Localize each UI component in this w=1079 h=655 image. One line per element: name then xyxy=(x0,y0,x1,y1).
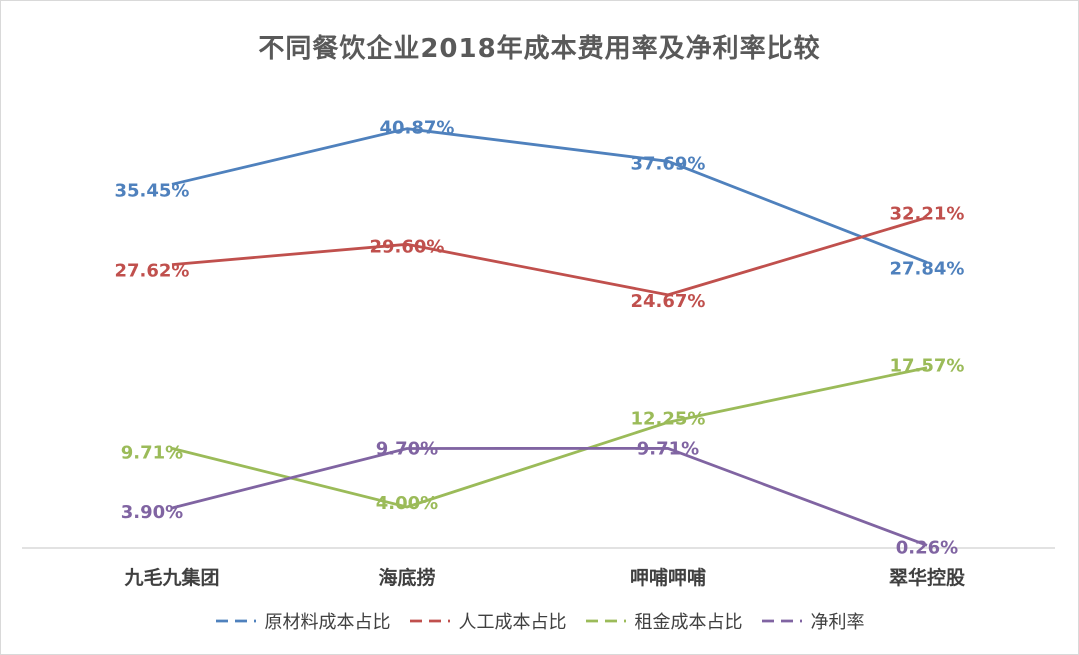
data-label: 32.21% xyxy=(890,204,965,225)
data-label: 12.25% xyxy=(631,408,706,429)
data-label: 37.69% xyxy=(631,153,706,174)
series-line xyxy=(171,216,928,297)
data-label: 29.60% xyxy=(370,236,445,257)
legend-swatch xyxy=(761,619,802,623)
legend-label: 净利率 xyxy=(810,612,865,633)
legend-label: 原材料成本占比 xyxy=(264,612,391,633)
series-line xyxy=(171,366,928,509)
legend-item: 原材料成本占比 xyxy=(215,608,391,634)
data-label: 35.45% xyxy=(115,180,190,201)
data-label: 9.70% xyxy=(376,438,438,459)
data-label: 24.67% xyxy=(631,291,706,312)
data-label: 27.62% xyxy=(115,261,190,282)
x-tick-label: 九毛九集团 xyxy=(123,566,219,589)
x-tick-label: 呷哺呷哺 xyxy=(630,566,706,589)
legend-swatch xyxy=(585,619,626,623)
x-tick-label: 海底捞 xyxy=(378,566,435,589)
data-label: 0.26% xyxy=(896,537,958,558)
chart-title: 不同餐饮企业2018年成本费用率及净利率比较 xyxy=(258,34,821,64)
legend-label: 人工成本占比 xyxy=(458,612,567,633)
data-label: 4.00% xyxy=(376,493,438,514)
data-label: 17.57% xyxy=(890,356,965,377)
data-label: 3.90% xyxy=(121,502,183,523)
legend-swatch xyxy=(215,619,256,623)
data-label: 9.71% xyxy=(637,438,699,459)
data-label: 40.87% xyxy=(380,118,455,139)
x-tick-label: 翠华控股 xyxy=(889,566,965,589)
legend-item: 人工成本占比 xyxy=(409,608,567,634)
series-line xyxy=(171,446,928,547)
legend-swatch xyxy=(409,619,450,623)
data-label: 27.84% xyxy=(890,258,965,279)
legend: 原材料成本占比 人工成本占比 租金成本占比 净利率 xyxy=(0,608,1079,635)
data-label: 9.71% xyxy=(121,442,183,463)
legend-label: 租金成本占比 xyxy=(634,612,743,633)
legend-item: 租金成本占比 xyxy=(585,608,743,634)
legend-item: 净利率 xyxy=(761,608,865,634)
series-line xyxy=(171,127,928,264)
